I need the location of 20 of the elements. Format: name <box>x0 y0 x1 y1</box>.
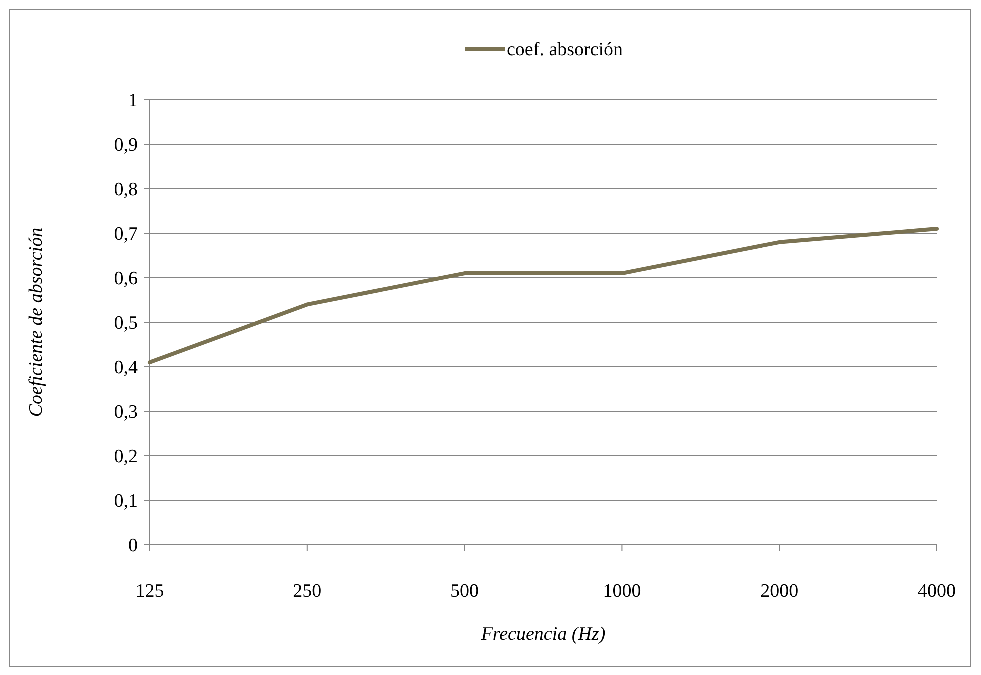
x-tick-label: 4000 <box>918 581 956 602</box>
x-axis-title: Frecuencia (Hz) <box>480 624 606 645</box>
y-tick-label: 0,3 <box>114 402 138 424</box>
y-tick-label: 0,2 <box>114 446 138 468</box>
y-axis-title: Coeficiente de absorción <box>26 228 47 418</box>
x-tick-label: 500 <box>450 581 480 602</box>
x-tick-label: 125 <box>136 581 164 602</box>
y-tick-label: 0,8 <box>114 180 138 201</box>
y-tick-label: 1 <box>128 90 138 112</box>
y-tick-label: 0,9 <box>114 135 138 156</box>
x-tick-label: 1000 <box>603 581 642 602</box>
y-tick-label: 0,4 <box>114 358 138 379</box>
x-tick-label: 250 <box>293 581 322 602</box>
y-tick-label: 0,6 <box>114 268 138 290</box>
y-tick-label: 0 <box>128 536 138 557</box>
x-tick-label: 2000 <box>760 581 799 602</box>
y-tick-label: 0,1 <box>114 491 138 512</box>
y-tick-label: 0,5 <box>114 313 138 334</box>
legend-label: coef. absorción <box>507 40 624 61</box>
y-tick-label: 0,7 <box>114 224 138 246</box>
